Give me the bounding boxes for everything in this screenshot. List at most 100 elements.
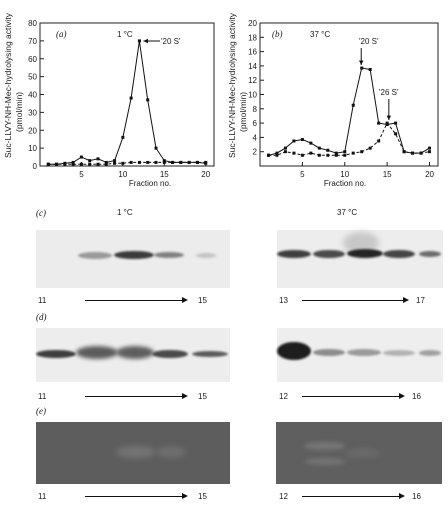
chart-a-series-dashed-point <box>171 160 175 164</box>
chart-b-annotation-26s: '26 S' <box>379 88 399 97</box>
chart-b-xtick-label: 5 <box>300 170 305 179</box>
chart-a-series-solid-point <box>121 135 125 139</box>
blot-c-left-band <box>78 252 112 259</box>
chart-a-series-dashed-point <box>187 160 191 164</box>
chart-b-series-dashed-point <box>283 150 287 154</box>
blot-c-left <box>36 230 230 288</box>
chart-b-xlabel: Fraction no. <box>324 179 366 188</box>
blot-e-right-band <box>304 458 346 465</box>
blot-d-left <box>36 328 230 382</box>
panel-c-left-arrowhead <box>182 297 188 303</box>
chart-a-series-solid-point <box>96 157 100 161</box>
chart-b-series-solid-point <box>300 138 304 142</box>
blot-c-left-band <box>196 253 216 258</box>
chart-b-xtick-label: 20 <box>425 170 434 179</box>
chart-a-annotation-20s: '20 S' <box>161 37 181 46</box>
panel-d-left-end: 15 <box>198 392 207 401</box>
chart-b-series-solid-point <box>334 151 338 155</box>
blot-d-right-band <box>419 350 441 356</box>
panel-d-left-start: 11 <box>38 392 47 401</box>
chart-a-ytick-label: 60 <box>28 55 37 64</box>
panel-c-right-title: 37 °C <box>337 208 358 217</box>
chart-a-series-solid-point <box>79 155 83 159</box>
chart-b-title: 37 °C <box>310 30 330 39</box>
chart-b-frame <box>259 22 439 167</box>
blot-c-left-band <box>114 251 154 259</box>
chart-b-series-dashed-point <box>275 153 279 157</box>
chart-a-ytick-label: 70 <box>28 37 37 46</box>
chart-b-series-dashed-point <box>300 153 304 157</box>
chart-b-series-solid-point <box>283 146 287 150</box>
chart-b-series-dashed-point <box>419 151 423 155</box>
chart-b-series-dashed-point <box>334 153 338 157</box>
blot-d-right-band <box>313 349 345 356</box>
blot-e-right-band <box>346 448 380 458</box>
chart-a-plot: 0 10 20 30 40 50 60 70 80 5 10 15 20 <box>28 19 215 179</box>
chart-a-ytick-label: 80 <box>28 19 37 28</box>
chart-a-y-title-line2: (pmol/min) <box>14 92 24 132</box>
blot-e-right-band <box>304 442 346 450</box>
chart-a-ytick-label: 0 <box>33 162 38 171</box>
panel-c-right-arrow <box>302 300 404 301</box>
blot-c-right <box>277 230 443 288</box>
blot-d-left-band <box>36 350 76 358</box>
blot-d-left-band <box>192 351 228 357</box>
chart-b-ytick-label: 4 <box>253 133 258 142</box>
chart-b-series-solid-point <box>275 151 279 155</box>
chart-a-series-solid-point <box>129 96 133 100</box>
panel-c-left-title: 1 °C <box>117 208 133 217</box>
panel-d-left-arrow <box>85 396 183 397</box>
chart-b-series-dashed-point <box>385 121 389 125</box>
blot-e-right <box>276 422 442 484</box>
chart-b-series-solid-point <box>360 66 364 70</box>
chart-a-series-solid-point <box>71 160 75 164</box>
panel-e-left-end: 15 <box>198 492 207 501</box>
chart-a-annotation-arrowhead <box>143 38 148 44</box>
chart-b-ytick-label: 2 <box>253 148 258 157</box>
chart-a-series-dashed-point <box>46 162 50 166</box>
chart-b-series-dashed-point <box>402 150 406 154</box>
panel-e-right-arrow <box>302 496 400 497</box>
chart-b-ytick-label: 18 <box>248 33 257 42</box>
chart-a-series-solid-point <box>154 146 158 150</box>
chart-a-panel-label: (a) <box>56 29 67 39</box>
blot-d-left-band <box>76 346 118 359</box>
blot-d-left-band <box>116 346 154 359</box>
chart-b-series-solid-point <box>351 103 355 107</box>
blot-d-right <box>277 328 443 382</box>
blot-e-left-band <box>116 446 156 458</box>
chart-b-series-solid-point <box>326 148 330 152</box>
panel-c: (c) 1 °C 37 °C 11 15 13 17 <box>0 200 448 310</box>
chart-a-xtick-label: 10 <box>118 170 127 179</box>
chart-b-series-dashed-point <box>309 151 313 155</box>
chart-b-panel-label: (b) <box>272 29 283 39</box>
chart-b-series-dashed-point <box>428 150 432 154</box>
chart-a-series-solid-line <box>48 40 206 165</box>
chart-b-annotation-arrowhead <box>359 60 364 66</box>
chart-b-ytick-label: 16 <box>248 48 257 57</box>
chart-b-ytick-label: 8 <box>253 105 258 114</box>
chart-a-series-solid-point <box>162 159 166 163</box>
chart-b-series-dashed-point <box>317 153 321 157</box>
blot-d-left-band <box>152 350 188 358</box>
chart-a-ytick-label: 10 <box>28 144 37 153</box>
chart-b: Suc-LLVY-NH-Mec-hydrolysing activity (pm… <box>227 12 439 188</box>
panel-e-left-start: 11 <box>38 492 47 501</box>
panel-d-left-arrowhead <box>182 393 188 399</box>
chart-b-series-solid-point <box>292 139 296 143</box>
chart-b-annotation-20s: '20 S' <box>359 37 379 46</box>
chart-b-ytick-label: 10 <box>248 91 257 100</box>
panel-e-label: (e) <box>36 406 46 416</box>
chart-a-series-dashed-point <box>55 162 59 166</box>
panel-c-right-end: 17 <box>416 296 425 305</box>
blot-c-right-band <box>347 249 383 258</box>
chart-a-series-dashed-point <box>88 162 92 166</box>
chart-b-series-dashed-point <box>411 151 415 155</box>
chart-a-ytick-label: 30 <box>28 108 37 117</box>
chart-b-series-solid-point <box>428 146 432 150</box>
chart-b-series-solid-point <box>377 121 381 125</box>
chart-a-series-dashed-point <box>204 160 208 164</box>
chart-b-xtick-label: 10 <box>340 170 349 179</box>
chart-a-title: 1 °C <box>117 30 133 39</box>
chart-b-series-solid-point <box>309 141 313 145</box>
